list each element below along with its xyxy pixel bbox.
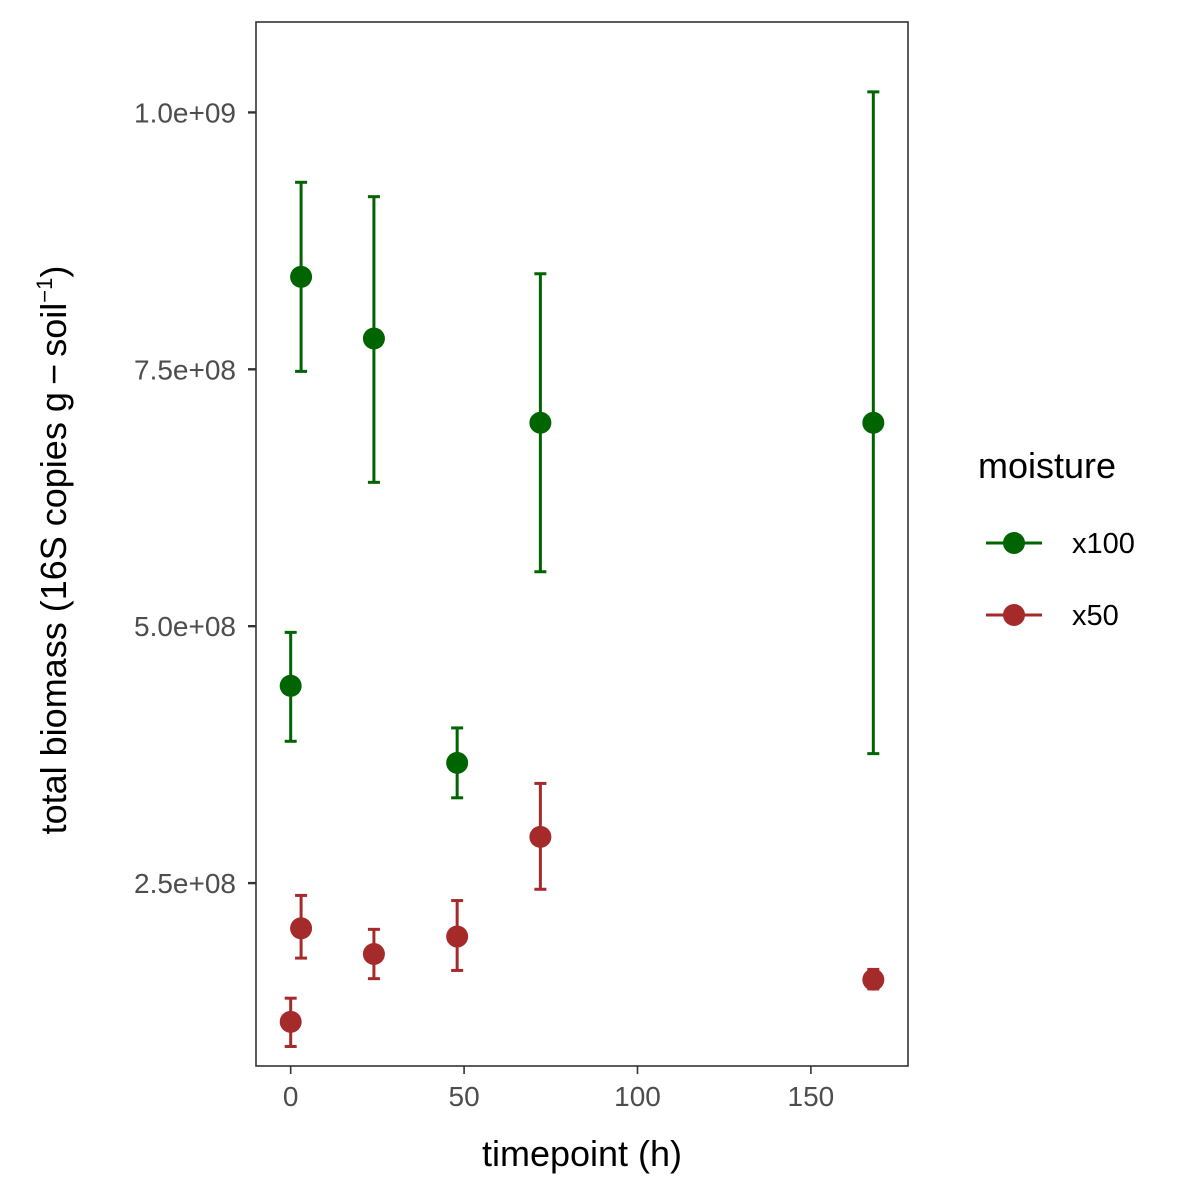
legend-items: x100 x50 bbox=[986, 528, 1135, 632]
data-point bbox=[290, 917, 313, 940]
x-axis-title: timepoint (h) bbox=[482, 1133, 682, 1174]
y-tick-label: 2.5e+08 bbox=[134, 868, 236, 899]
data-point bbox=[362, 942, 385, 965]
legend-key-point bbox=[1003, 604, 1025, 626]
y-axis: 2.5e+08 5.0e+08 7.5e+08 1.0e+09 bbox=[134, 97, 256, 899]
legend-item-x100: x100 bbox=[986, 528, 1135, 560]
data-point bbox=[862, 411, 885, 434]
legend-item-x50: x50 bbox=[986, 600, 1119, 632]
data-point bbox=[529, 825, 552, 848]
legend: moisture x100 x50 bbox=[978, 445, 1135, 632]
y-tick-label: 7.5e+08 bbox=[134, 354, 236, 385]
y-tick-label: 5.0e+08 bbox=[134, 611, 236, 642]
data-point bbox=[446, 925, 469, 948]
legend-title: moisture bbox=[978, 445, 1116, 486]
y-axis-title-superscript: −1 bbox=[32, 278, 57, 303]
x-tick-label: 50 bbox=[449, 1081, 480, 1112]
legend-label: x50 bbox=[1072, 600, 1119, 632]
data-point bbox=[862, 968, 885, 991]
data-point bbox=[290, 265, 313, 288]
series-x100 bbox=[279, 90, 885, 800]
y-axis-title: total biomass (16S copies g − soil−1) bbox=[32, 266, 74, 835]
data-point bbox=[446, 751, 469, 774]
y-axis-title-close: ) bbox=[33, 266, 74, 278]
legend-key-point bbox=[1003, 532, 1025, 554]
data-point bbox=[279, 1010, 302, 1033]
panel-border bbox=[255, 21, 909, 1067]
data-point bbox=[279, 674, 302, 697]
y-tick-label: 1.0e+09 bbox=[134, 97, 236, 128]
legend-label: x100 bbox=[1072, 528, 1135, 560]
y-axis-title-main: total biomass (16S copies g − soil bbox=[33, 303, 74, 835]
data-point bbox=[362, 327, 385, 350]
chart-marks bbox=[279, 90, 885, 1048]
x-tick-label: 100 bbox=[614, 1081, 661, 1112]
data-point bbox=[529, 411, 552, 434]
x-tick-label: 0 bbox=[283, 1081, 299, 1112]
series-x50 bbox=[279, 781, 885, 1048]
x-axis: 0 50 100 150 bbox=[283, 1066, 834, 1112]
x-tick-label: 150 bbox=[788, 1081, 835, 1112]
